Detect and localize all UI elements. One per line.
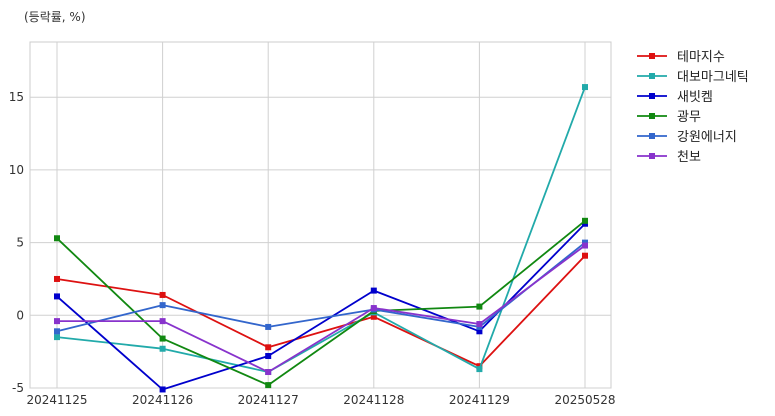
data-point xyxy=(159,318,166,325)
data-point xyxy=(265,323,272,330)
data-point xyxy=(476,366,483,373)
x-tick-label: 20250528 xyxy=(554,393,615,407)
y-tick-label: 5 xyxy=(16,236,24,250)
series-line xyxy=(56,86,586,373)
data-point xyxy=(582,84,588,91)
data-point xyxy=(370,287,377,294)
data-point xyxy=(476,321,483,328)
data-point xyxy=(54,318,60,325)
series-line xyxy=(56,255,586,368)
legend-marker xyxy=(649,53,655,59)
data-point xyxy=(476,328,483,335)
series-line xyxy=(57,244,586,373)
legend-label: 대보마그네틱 xyxy=(677,70,749,85)
data-point xyxy=(159,291,166,298)
data-point xyxy=(159,345,166,352)
plot-frame xyxy=(29,41,612,389)
legend-label: 테마지수 xyxy=(677,50,725,65)
y-tick-label: 10 xyxy=(9,163,24,177)
legend-marker xyxy=(649,153,655,159)
legend-label: 광무 xyxy=(677,110,701,125)
data-point xyxy=(159,386,166,393)
x-tick-label: 20241125 xyxy=(26,393,87,407)
legend-label: 새빗켐 xyxy=(677,90,713,105)
x-tick-label: 20241129 xyxy=(449,393,510,407)
data-point xyxy=(265,344,272,351)
data-point xyxy=(265,369,272,376)
x-tick-label: 20241128 xyxy=(343,393,404,407)
legend-label: 천보 xyxy=(677,150,701,165)
data-point xyxy=(582,252,588,259)
data-point xyxy=(582,242,588,249)
legend-marker xyxy=(649,73,655,79)
legend-marker xyxy=(649,133,655,139)
data-point xyxy=(54,334,60,341)
y-tick-label: 15 xyxy=(9,90,24,104)
series-line xyxy=(56,241,586,333)
data-point xyxy=(265,382,272,389)
y-tick-label: 0 xyxy=(16,308,24,322)
data-point xyxy=(159,302,166,309)
data-point xyxy=(54,328,60,335)
x-tick-label: 20241127 xyxy=(238,393,299,407)
legend-marker xyxy=(649,93,655,99)
legend-marker xyxy=(649,113,655,119)
data-point xyxy=(370,313,377,320)
data-point xyxy=(54,235,60,242)
y-tick-label: -5 xyxy=(12,381,24,395)
legend-label: 강원에너지 xyxy=(677,130,737,145)
data-point xyxy=(54,275,60,282)
data-point xyxy=(582,217,588,224)
data-point xyxy=(54,293,60,300)
x-tick-label: 20241126 xyxy=(132,393,193,407)
data-point xyxy=(370,305,377,312)
data-point xyxy=(476,303,483,310)
data-point xyxy=(159,335,166,342)
data-point xyxy=(265,353,272,360)
unit-label: (등락률, %) xyxy=(24,10,86,24)
